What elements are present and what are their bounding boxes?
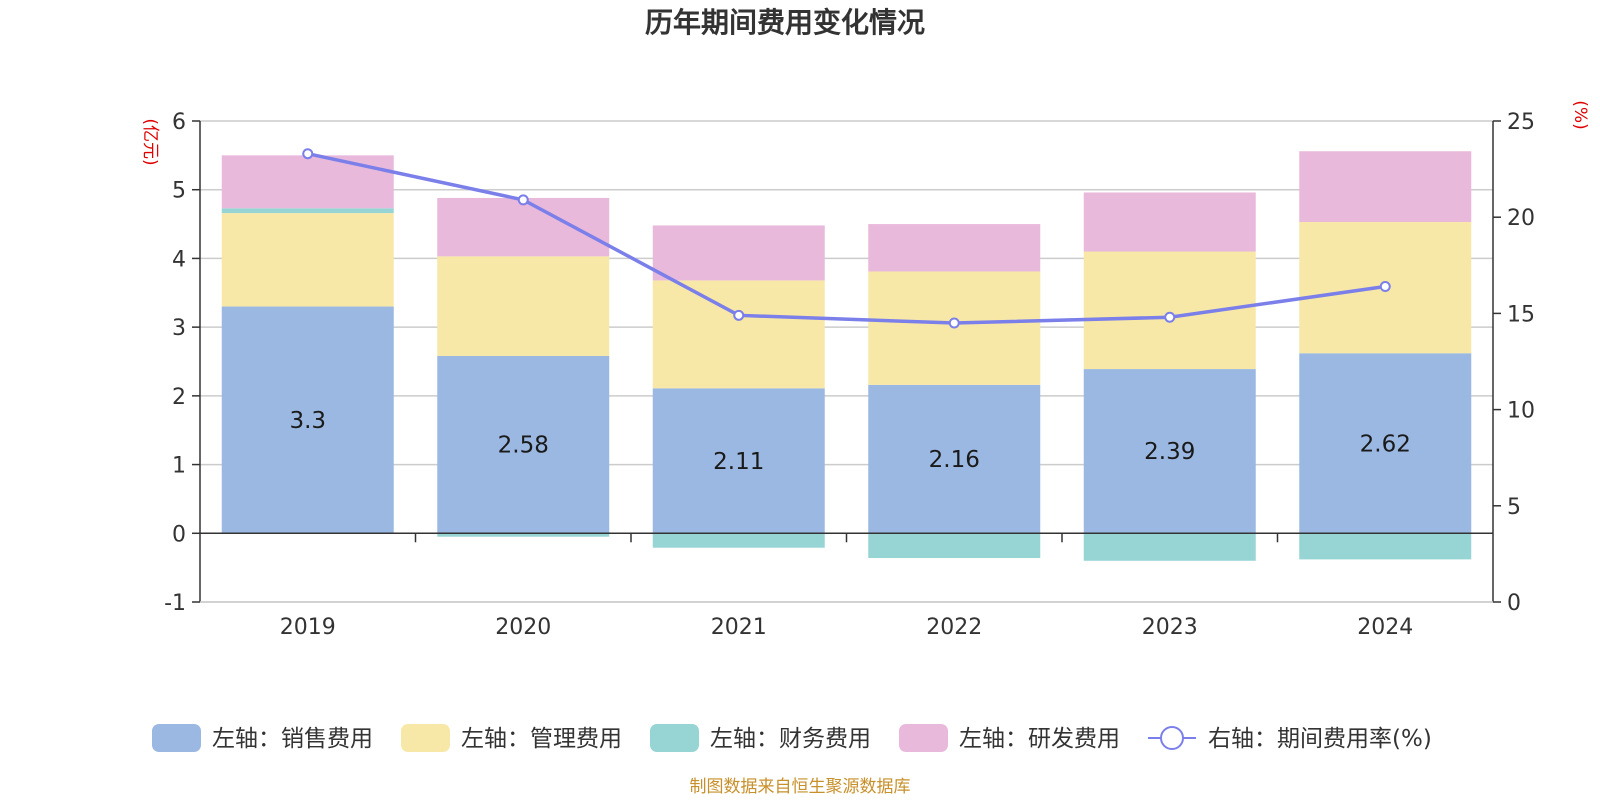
bar-segment: [437, 533, 610, 537]
left-axis-tick-label: 6: [172, 110, 186, 135]
rate-point: [948, 317, 960, 329]
bar-value-label: 2.58: [498, 433, 549, 459]
bar-segment: [1299, 353, 1472, 534]
rate-point: [733, 309, 745, 321]
category-label: 2022: [926, 615, 982, 640]
legend-label: 右轴：期间费用率(%): [1208, 726, 1432, 752]
category-label: 2024: [1357, 615, 1413, 640]
right-axis-tick-label: 20: [1507, 206, 1535, 231]
bar-segment: [221, 155, 394, 209]
legend-label: 左轴：管理费用: [461, 726, 622, 752]
left-axis-tick-label: 2: [172, 385, 186, 410]
axes: -1 0 1 2 3 4 5 6 0 5 10 15 20 25 2019 2020 2021 2022 2023 2…: [164, 110, 1535, 640]
bar-segment: [221, 208, 394, 214]
right-axis-tick-label: 5: [1507, 495, 1521, 520]
grid-lines: [200, 120, 1493, 603]
left-axis-tick-label: 0: [172, 522, 186, 547]
rate-line: [302, 148, 1391, 329]
right-axis-unit: (%): [1570, 100, 1590, 129]
category-label: 2019: [280, 615, 336, 640]
left-axis-tick-label: 1: [172, 454, 186, 479]
legend-swatch: [899, 724, 948, 752]
legend: 左轴：销售费用 左轴：管理费用 左轴：财务费用 左轴：研发费用 右轴：期间费用率(%): [152, 724, 1432, 752]
bar-labels: 3.3 2.58 2.11 2.16 2.39 2.62: [289, 408, 1410, 475]
chart-title: 历年期间费用变化情况: [645, 6, 925, 39]
right-axis-tick-label: 15: [1507, 302, 1535, 327]
bar-segment: [1083, 533, 1256, 561]
left-axis-tick-label: 3: [172, 316, 186, 341]
bar-value-label: 2.62: [1360, 431, 1411, 457]
rate-point: [1379, 280, 1391, 292]
rate-point: [1164, 311, 1176, 323]
legend-swatch: [152, 724, 201, 752]
bar-segment: [221, 213, 394, 307]
data-source-note: 制图数据来自恒生聚源数据库: [690, 777, 911, 797]
left-axis-tick-label: 4: [172, 247, 186, 272]
bars: [221, 151, 1472, 561]
bar-value-label: 2.16: [929, 447, 980, 473]
category-label: 2020: [495, 615, 551, 640]
bar-segment: [1299, 533, 1472, 560]
rate-point: [302, 148, 314, 160]
bar-segment: [437, 356, 610, 534]
rate-line-path: [307, 151, 1386, 325]
bar-segment: [1299, 151, 1472, 223]
legend-swatch: [401, 724, 450, 752]
category-label: 2021: [711, 615, 767, 640]
bar-segment: [221, 306, 394, 534]
category-label: 2023: [1142, 615, 1198, 640]
right-axis-tick-label: 0: [1507, 591, 1521, 616]
bar-segment: [868, 533, 1041, 559]
left-axis-tick-label: 5: [172, 179, 186, 204]
bar-segment: [1083, 192, 1256, 252]
right-axis-tick-label: 25: [1507, 110, 1535, 135]
bar-segment: [437, 256, 610, 357]
left-axis-unit: (亿元): [140, 118, 160, 165]
bar-value-label: 2.39: [1144, 439, 1195, 465]
bar-segment: [652, 280, 825, 389]
legend-label: 左轴：销售费用: [212, 726, 373, 752]
rate-point: [517, 194, 529, 206]
right-axis-tick-label: 10: [1507, 399, 1535, 424]
bar-segment: [652, 533, 825, 548]
bar-value-label: 2.11: [713, 449, 764, 475]
legend-swatch: [650, 724, 699, 752]
bar-segment: [868, 224, 1041, 272]
bar-segment: [437, 197, 610, 257]
left-axis-tick-label: -1: [164, 591, 186, 616]
bar-segment: [652, 388, 825, 534]
bar-segment: [868, 384, 1041, 534]
bar-segment: [1083, 369, 1256, 534]
legend-label: 左轴：研发费用: [959, 726, 1120, 752]
bar-value-label: 3.3: [289, 408, 326, 434]
legend-label: 左轴：财务费用: [710, 726, 871, 752]
legend-swatch-marker: [1160, 726, 1184, 750]
bar-segment: [652, 225, 825, 281]
